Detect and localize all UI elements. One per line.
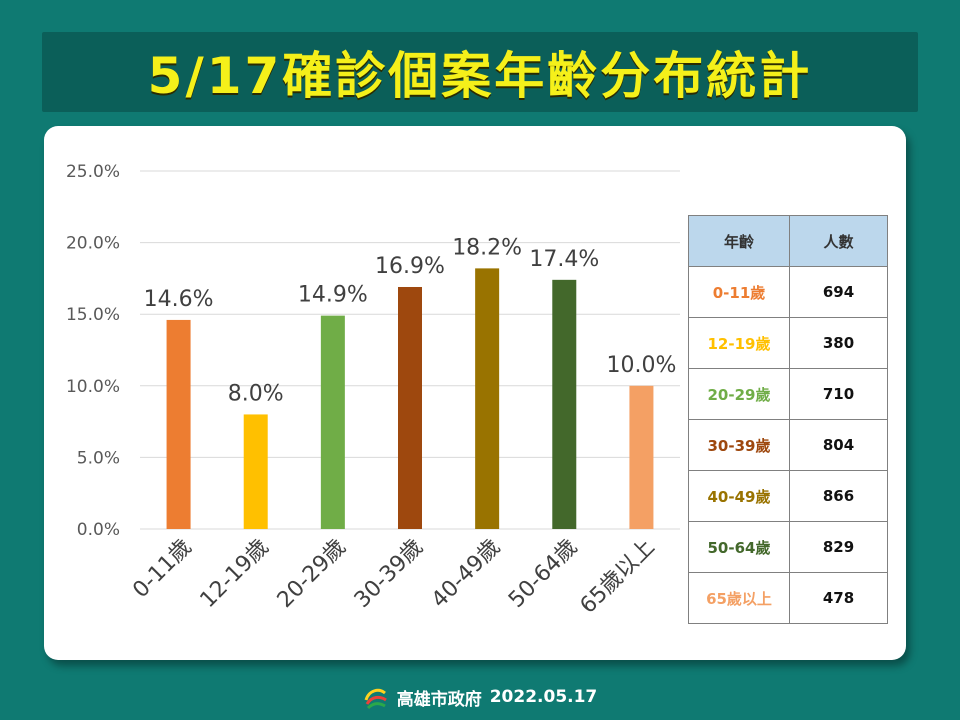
table-row: 30-39歲 804 [688,419,888,471]
y-tick-label: 20.0% [66,234,120,254]
data-label: 8.0% [228,381,284,406]
table-header-count: 人數 [789,215,888,267]
bar [320,315,345,529]
bar [629,385,654,529]
city-logo-icon [364,688,387,710]
table-cell-count: 694 [789,266,888,318]
x-tick-label: 40-49歲 [427,535,505,613]
y-tick-label: 10.0% [66,377,120,397]
table-header-row: 年齡 人數 [688,215,888,267]
x-tick-label: 65歲以上 [576,535,660,619]
table-cell-count: 710 [789,368,888,420]
table-header-age: 年齡 [688,215,790,267]
table-cell-count: 478 [789,572,888,624]
x-tick-label: 20-29歲 [273,535,351,613]
bar [166,319,191,529]
table-row: 50-64歲 829 [688,521,888,573]
data-label: 18.2% [452,235,522,260]
x-tick-label: 0-11歲 [128,535,197,604]
data-label: 17.4% [529,247,599,272]
bar [398,286,422,529]
x-tick-label: 12-19歲 [196,535,274,613]
table-cell-count: 829 [789,521,888,573]
table-row: 0-11歲 694 [688,266,888,318]
y-tick-label: 5.0% [77,448,120,468]
table-row: 12-19歲 380 [688,317,888,369]
table-cell-count: 866 [789,470,888,522]
table-row: 65歲以上 478 [688,572,888,624]
footer: 高雄市政府 2022.05.17 [0,680,960,714]
table-cell-age: 0-11歲 [688,266,790,318]
data-label: 10.0% [606,353,676,378]
bar [475,268,500,529]
table-cell-age: 65歲以上 [688,572,790,624]
data-label: 14.9% [298,283,368,308]
table-cell-count: 804 [789,419,888,471]
bar [243,414,268,529]
age-count-table: 年齡 人數 0-11歲 694 12-19歲 380 20-29歲 710 30… [688,215,888,624]
footer-org: 高雄市政府 [396,689,482,710]
table-cell-age: 12-19歲 [688,317,790,369]
y-tick-label: 15.0% [66,305,120,325]
table-cell-age: 30-39歲 [688,419,790,471]
footer-date: 2022.05.17 [489,687,598,707]
table-cell-age: 20-29歲 [688,368,790,420]
table-row: 20-29歲 710 [688,368,888,420]
table-cell-age: 50-64歲 [688,521,790,573]
data-label: 14.6% [144,287,214,312]
page-title: 5/17確診個案年齡分布統計 [147,47,813,105]
data-label: 16.9% [375,254,445,279]
title-banner: 5/17確診個案年齡分布統計 [42,32,918,112]
bar [552,279,577,529]
table-cell-count: 380 [789,317,888,369]
x-tick-label: 50-64歲 [504,535,582,613]
x-tick-label: 30-39歲 [350,535,428,613]
y-tick-label: 0.0% [77,520,120,540]
table-row: 40-49歲 866 [688,470,888,522]
table-cell-age: 40-49歲 [688,470,790,522]
y-tick-label: 25.0% [66,162,120,182]
